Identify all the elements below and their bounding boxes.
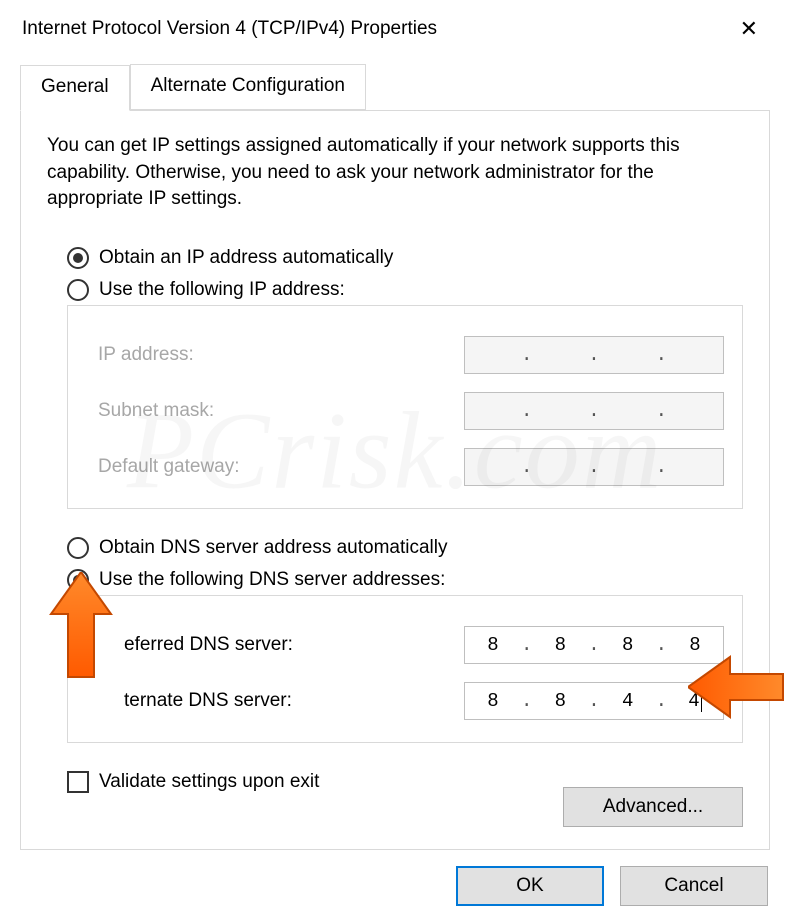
- preferred-dns-input[interactable]: 8. 8. 8. 8: [464, 626, 724, 664]
- field-ip-address: IP address: . . .: [98, 336, 724, 374]
- radio-ip-auto[interactable]: Obtain an IP address automatically: [67, 247, 743, 269]
- alternate-dns-input[interactable]: 8. 8. 4. 4: [464, 682, 724, 720]
- radio-label: Obtain DNS server address automatically: [99, 537, 447, 559]
- radio-icon: [67, 279, 89, 301]
- radio-icon: [67, 537, 89, 559]
- ok-button[interactable]: OK: [456, 866, 604, 906]
- titlebar: Internet Protocol Version 4 (TCP/IPv4) P…: [0, 0, 790, 56]
- tab-strip: General Alternate Configuration: [20, 64, 770, 110]
- field-label: IP address:: [98, 344, 194, 366]
- cancel-button[interactable]: Cancel: [620, 866, 768, 906]
- radio-label: Use the following DNS server addresses:: [99, 569, 445, 591]
- field-preferred-dns: eferred DNS server: 8. 8. 8. 8: [98, 626, 724, 664]
- field-label: eferred DNS server:: [124, 634, 293, 656]
- field-label: Default gateway:: [98, 456, 240, 478]
- gateway-input: . . .: [464, 448, 724, 486]
- close-icon[interactable]: ✕: [730, 12, 768, 46]
- dns-fields-group: eferred DNS server: 8. 8. 8. 8 ternate D…: [67, 595, 743, 743]
- field-label: ternate DNS server:: [124, 690, 292, 712]
- ip-address-input: . . .: [464, 336, 724, 374]
- dialog-buttons: OK Cancel: [0, 850, 790, 922]
- radio-dns-auto[interactable]: Obtain DNS server address automatically: [67, 537, 743, 559]
- tab-alternate[interactable]: Alternate Configuration: [130, 64, 366, 110]
- tab-general[interactable]: General: [20, 65, 130, 111]
- field-subnet: Subnet mask: . . .: [98, 392, 724, 430]
- radio-label: Obtain an IP address automatically: [99, 247, 393, 269]
- radio-icon: [67, 569, 89, 591]
- ip-fields-group: IP address: . . . Subnet mask: . . .: [67, 305, 743, 509]
- field-gateway: Default gateway: . . .: [98, 448, 724, 486]
- radio-icon: [67, 247, 89, 269]
- intro-text: You can get IP settings assigned automat…: [47, 133, 743, 213]
- field-label: Subnet mask:: [98, 400, 214, 422]
- radio-ip-manual[interactable]: Use the following IP address:: [67, 279, 743, 301]
- field-alternate-dns: ternate DNS server: 8. 8. 4. 4: [98, 682, 724, 720]
- radio-dns-manual[interactable]: Use the following DNS server addresses:: [67, 569, 743, 591]
- window-title: Internet Protocol Version 4 (TCP/IPv4) P…: [22, 18, 437, 40]
- dialog-window: Internet Protocol Version 4 (TCP/IPv4) P…: [0, 0, 790, 902]
- subnet-input: . . .: [464, 392, 724, 430]
- radio-label: Use the following IP address:: [99, 279, 345, 301]
- checkbox-icon: [67, 771, 89, 793]
- tab-panel: You can get IP settings assigned automat…: [20, 110, 770, 850]
- checkbox-label: Validate settings upon exit: [99, 771, 319, 793]
- advanced-button[interactable]: Advanced...: [563, 787, 743, 827]
